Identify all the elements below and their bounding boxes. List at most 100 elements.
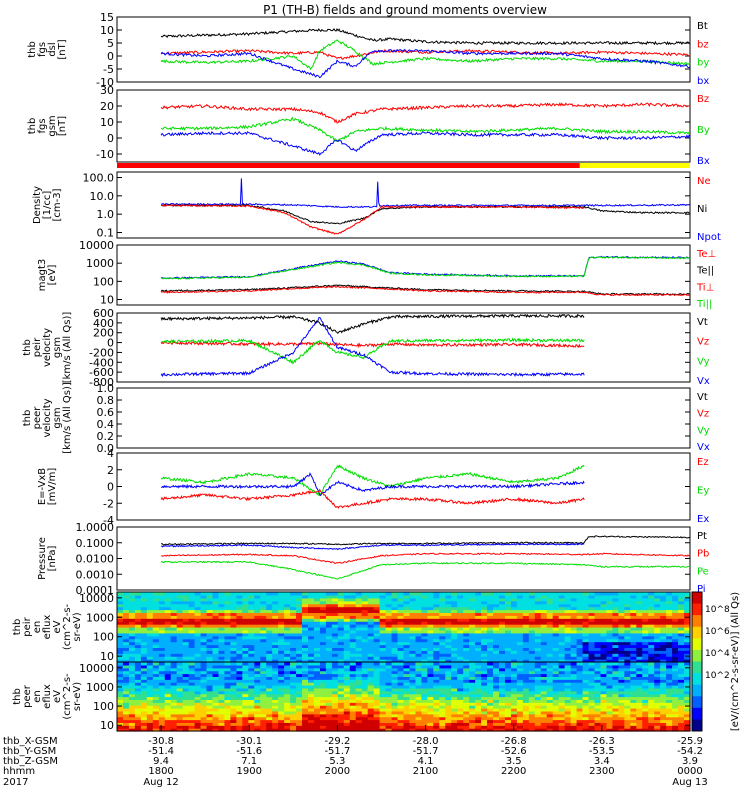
spectrogram-cell	[594, 690, 602, 695]
spectrogram-cell	[164, 716, 172, 721]
spectrogram-cell	[230, 673, 237, 677]
spectrogram-cell	[636, 638, 643, 643]
y-axis-label: thb peir en eflux eV (cm^2-s-sr-eV)	[12, 603, 83, 650]
spectrogram-cell	[164, 687, 172, 692]
spectrogram-cell	[475, 624, 482, 628]
spectrogram-cell	[170, 667, 178, 672]
spectrogram-cell	[678, 679, 685, 683]
spectrogram-cell	[117, 722, 124, 726]
ephemeris-name: thb_X-GSM	[3, 736, 58, 747]
spectrogram-cell	[642, 606, 649, 611]
spectrogram-cell	[325, 647, 333, 651]
spectrogram-cell	[349, 594, 357, 599]
spectrogram-cell	[236, 719, 243, 723]
spectrogram-cell	[248, 618, 255, 622]
spectrogram-cell	[397, 621, 405, 625]
spectrogram-cell	[325, 667, 333, 672]
y-tick-label: 10000	[79, 662, 114, 675]
spectrogram-cell	[176, 635, 184, 640]
spectrogram-cell	[445, 624, 452, 628]
spectrogram-cell	[218, 690, 226, 695]
ephemeris-name: thb_Y-GSM	[3, 746, 56, 757]
spectrogram-cell	[427, 600, 434, 605]
spectrogram-cell	[421, 679, 428, 683]
spectrogram-cell	[379, 690, 387, 695]
spectrogram-cell	[242, 615, 249, 619]
spectrogram-cell	[630, 676, 637, 680]
spectrogram-cell	[337, 638, 345, 643]
series-line-black	[160, 28, 691, 46]
spectrogram-cell	[302, 612, 309, 616]
spectrogram-cell	[296, 621, 303, 625]
spectrogram-cell	[278, 673, 285, 677]
spectrogram-cell	[624, 632, 631, 637]
spectrogram-cell	[678, 600, 685, 605]
spectrogram-cell	[588, 597, 596, 602]
ephemeris-value: 2300	[589, 766, 614, 777]
spectrogram-cell	[522, 638, 530, 643]
spectrogram-cell	[451, 621, 458, 625]
y-axis-label: thb fgs dsl [nT]	[27, 39, 68, 59]
spectrogram-cell	[469, 635, 476, 640]
spectrogram-cell	[457, 679, 464, 683]
series-line-black	[160, 203, 691, 225]
spectrogram-cell	[427, 725, 434, 729]
spectrogram-cell	[302, 594, 309, 599]
spectrogram-cell	[672, 687, 679, 692]
spectrogram-cell	[427, 624, 434, 628]
spectrogram-cell	[200, 728, 208, 732]
spectrogram-cell	[349, 722, 357, 726]
spectrogram-cell	[666, 659, 673, 663]
spectrogram-cell	[504, 659, 512, 663]
spectrogram-cell	[558, 716, 566, 721]
spectrogram-cell	[355, 629, 363, 634]
spectrogram-cell	[606, 603, 614, 608]
spectrogram-cell	[367, 722, 375, 726]
spectrogram-cell	[152, 679, 160, 683]
spectrogram-cell	[296, 600, 303, 605]
spectrogram-cell	[170, 676, 178, 680]
spectrogram-cell	[630, 656, 637, 660]
spectrogram-cell	[427, 690, 434, 695]
spectrogram-cell	[308, 664, 315, 669]
spectrogram-cell	[117, 650, 124, 654]
spectrogram-cell	[409, 600, 417, 605]
spectrogram-cell	[600, 693, 608, 698]
spectrogram-cell	[260, 600, 267, 605]
spectrogram-cell	[182, 618, 190, 622]
spectrogram-cell	[146, 656, 154, 660]
spectrogram-cell	[302, 603, 309, 608]
spectrogram-cell	[391, 629, 399, 634]
spectrogram-cell	[260, 621, 267, 625]
spectrogram-cell	[284, 597, 291, 602]
spectrogram-cell	[331, 612, 339, 616]
spectrogram-cell	[624, 603, 631, 608]
spectrogram-cell	[194, 687, 202, 692]
spectrogram-cell	[427, 679, 434, 683]
spectrogram-cell	[594, 710, 602, 715]
spectrogram-cell	[176, 708, 184, 712]
spectrogram-cell	[146, 629, 154, 634]
spectrogram-cell	[564, 638, 572, 643]
spectrogram-cell	[534, 719, 542, 723]
spectrogram-cell	[128, 638, 136, 643]
spectrogram-cell	[445, 653, 452, 657]
spectrogram-cell	[648, 644, 655, 649]
spectrogram-cell	[594, 650, 602, 654]
spectrogram-cell	[349, 699, 357, 703]
spectrogram-cell	[325, 650, 333, 654]
spectrogram-cell	[182, 594, 190, 599]
spectrogram-cell	[290, 656, 297, 660]
spectrogram-cell	[158, 650, 166, 654]
spectrogram-cell	[552, 653, 560, 657]
spectrogram-cell	[224, 696, 232, 700]
spectrogram-cell	[325, 719, 333, 723]
y-label-line: peir	[32, 337, 43, 357]
spectrogram-cell	[152, 722, 160, 726]
spectrogram-cell	[648, 629, 655, 634]
y-tick-label: 10	[100, 650, 114, 663]
spectrogram-cell	[654, 603, 661, 608]
spectrogram-cell	[331, 662, 339, 666]
spectrogram-cell	[654, 664, 661, 669]
spectrogram-cell	[552, 627, 560, 631]
